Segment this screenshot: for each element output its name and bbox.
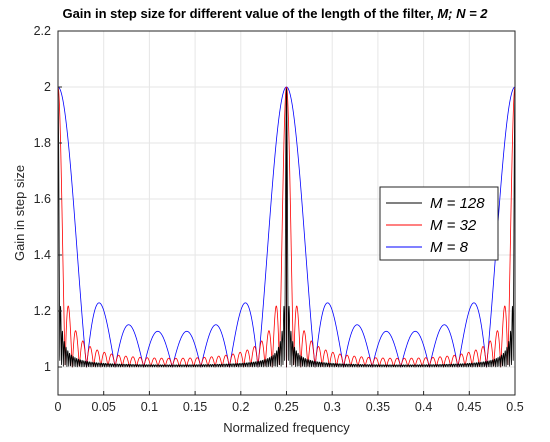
x-tick-label: 0 [55,400,62,414]
ticks: 0 0.05 0.1 0.15 0.2 0.25 0.3 0.35 0.4 0.45 0.5 1 1.2… [34,24,524,414]
x-tick-label: 0.5 [506,400,523,414]
x-tick-label: 0.25 [274,400,298,414]
legend-label: M = 32 [430,217,477,234]
x-tick-label: 0.2 [232,400,249,414]
y-axis-label: Gain in step size [12,165,27,261]
series-line [57,88,516,368]
y-tick-label: 1 [44,360,51,374]
legend-items: M = 128 M = 32 M = 8 [386,195,485,256]
x-tick-label: 0.3 [324,400,341,414]
y-tick-label: 1.2 [34,304,51,318]
x-axis-label: Normalized frequency [223,420,350,435]
series-layer [57,86,516,368]
legend: M = 128 M = 32 M = 8 [379,186,499,261]
x-tick-label: 0.35 [366,400,390,414]
x-tick-label: 0.45 [457,400,481,414]
legend-label: M = 128 [430,195,485,212]
chart-title-main: Gain in step size for different value of… [62,6,437,21]
chart-title-italic: M; N = 2 [437,6,488,21]
y-tick-label: 1.4 [34,248,51,262]
x-tick-label: 0.05 [92,400,116,414]
y-tick-label: 1.6 [34,192,51,206]
y-tick-label: 1.8 [34,136,51,150]
x-tick-label: 0.4 [415,400,432,414]
x-tick-label: 0.1 [141,400,158,414]
legend-box [379,186,499,261]
x-tick-label: 0.15 [183,400,207,414]
legend-label: M = 8 [430,239,469,256]
y-tick-label: 2 [44,80,51,94]
chart-title: Gain in step size for different value of… [62,6,488,21]
y-tick-label: 2.2 [34,24,51,38]
